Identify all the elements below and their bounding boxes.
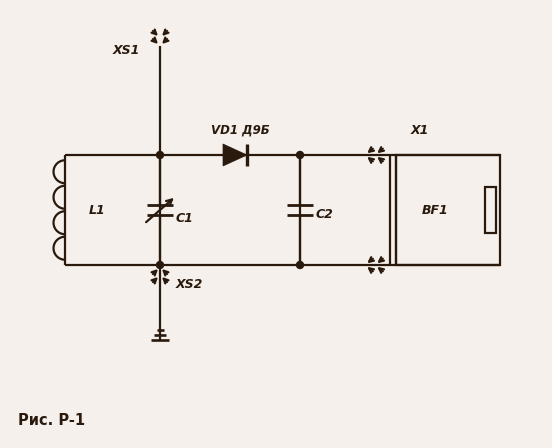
Text: X1: X1	[411, 124, 429, 137]
Text: VD1 Д9Б: VD1 Д9Б	[211, 124, 269, 137]
Bar	[485, 187, 496, 233]
Text: L1: L1	[89, 203, 105, 216]
Text: C1: C1	[176, 211, 194, 224]
Bar	[396, 155, 500, 265]
Text: C2: C2	[316, 208, 334, 221]
Text: BF1: BF1	[422, 203, 449, 216]
Circle shape	[157, 151, 163, 159]
Text: XS2: XS2	[176, 279, 203, 292]
Polygon shape	[223, 144, 247, 166]
Circle shape	[296, 262, 304, 268]
Text: Рис. P-1: Рис. P-1	[18, 413, 85, 428]
Text: XS1: XS1	[113, 43, 140, 56]
Circle shape	[157, 262, 163, 268]
Circle shape	[296, 151, 304, 159]
